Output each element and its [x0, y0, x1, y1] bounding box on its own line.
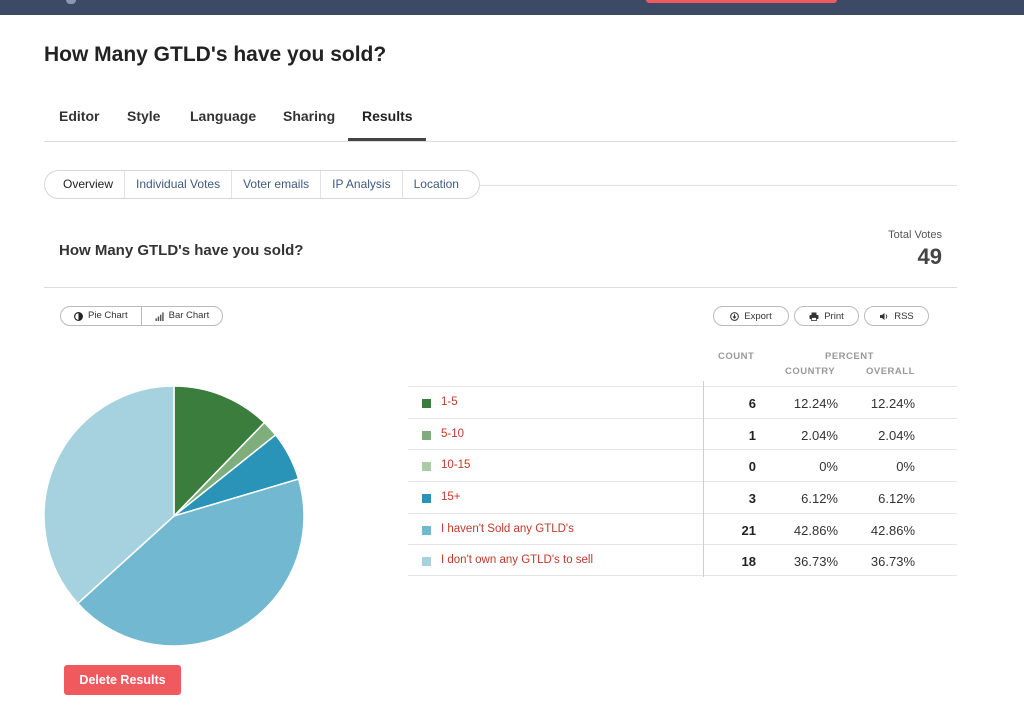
overall-percent: 12.24% [870, 396, 915, 411]
answer-label[interactable]: 1-5 [441, 396, 458, 408]
page-title: How Many GTLD's have you sold? [44, 43, 387, 66]
printer-icon [809, 312, 819, 321]
overall-percent: 0% [896, 459, 915, 475]
table-column-divider [703, 381, 704, 577]
subnav-location[interactable]: Location [413, 177, 459, 191]
pie-chart-svg [43, 385, 305, 647]
delete-results-button[interactable]: Delete Results [64, 665, 181, 695]
subnav-voter-emails[interactable]: Voter emails [232, 171, 322, 198]
legend-swatch [422, 525, 431, 535]
answer-label[interactable]: 5-10 [441, 427, 465, 440]
pie-chart-button[interactable]: Pie Chart [61, 307, 142, 325]
subnav-ip-analysis[interactable]: IP Analysis [321, 171, 403, 198]
pie-chart [43, 385, 305, 647]
answer-label[interactable]: 15+ [441, 491, 461, 504]
total-votes-value: 49 [917, 244, 942, 269]
tab-results[interactable]: Results [362, 108, 413, 124]
chart-type-toggle: Pie Chart Bar Chart [60, 306, 224, 326]
table-row: I haven't Sold any GTLD's 21 42.86% 42.86% [408, 512, 957, 545]
print-button[interactable]: Print [794, 306, 859, 326]
print-label: Print [824, 310, 844, 322]
table-row: 10-15 0 0% 0% [408, 449, 957, 481]
pie-slice-0[interactable] [173, 385, 266, 518]
logo-icon[interactable] [66, 0, 76, 4]
upgrade-button[interactable] [646, 0, 837, 3]
subnav-individual-votes[interactable]: Individual Votes [125, 171, 233, 198]
top-nav-bar [0, 0, 1024, 15]
tab-editor[interactable]: Editor [59, 108, 100, 124]
overall-percent: 6.12% [878, 491, 915, 507]
answer-label[interactable]: I don't own any GTLD's to sell [441, 554, 594, 567]
country-percent: 0% [819, 459, 838, 475]
download-icon [730, 311, 740, 321]
pie-slice-4[interactable] [76, 478, 305, 647]
legend-swatch [422, 462, 431, 472]
rss-button[interactable]: RSS [864, 306, 929, 326]
section-divider [44, 287, 957, 288]
active-tab-indicator [348, 138, 426, 141]
main-tabs: Editor Style Language Sharing Results [44, 96, 957, 142]
table-row: I don't own any GTLD's to sell 18 36.73% 36… [408, 544, 957, 577]
percent-header: PERCENT [825, 351, 874, 362]
vote-count: 21 [741, 522, 756, 538]
pie-chart-label: Pie Chart [88, 310, 128, 321]
subnav-divider [472, 185, 957, 186]
bar-chart-label: Bar Chart [168, 310, 210, 321]
table-row: 1-5 6 12.24% 12.24% [408, 386, 957, 418]
total-votes-label: Total Votes [888, 229, 942, 241]
overall-percent: 36.73% [870, 554, 915, 570]
country-percent: 12.24% [793, 396, 838, 411]
vote-count: 0 [748, 459, 756, 475]
overall-header: OVERALL [866, 366, 915, 377]
results-table: 1-5 6 12.24% 12.24% 5-10 1 2.04% 2.04% 10-15 0 0% 0… [408, 386, 957, 577]
legend-swatch [422, 399, 431, 408]
answer-label[interactable]: 10-15 [441, 459, 471, 472]
results-title: How Many GTLD's have you sold? [59, 242, 304, 259]
bar-chart-button[interactable]: Bar Chart [142, 307, 223, 325]
count-header: COUNT [718, 351, 755, 362]
vote-count: 6 [748, 396, 756, 411]
vote-count: 1 [748, 427, 756, 443]
broadcast-icon [880, 312, 888, 320]
rss-label: RSS [894, 310, 914, 322]
results-subnav: Overview Individual Votes Voter emails I… [44, 170, 480, 199]
pie-chart-icon [74, 311, 83, 321]
overall-percent: 42.86% [870, 522, 915, 538]
country-header: COUNTRY [785, 366, 836, 377]
table-row: 15+ 3 6.12% 6.12% [408, 481, 957, 513]
country-percent: 2.04% [801, 427, 838, 443]
tab-language[interactable]: Language [190, 108, 257, 124]
country-percent: 42.86% [793, 522, 838, 538]
country-percent: 6.12% [801, 491, 838, 507]
country-percent: 36.73% [793, 554, 838, 570]
pie-slice-5[interactable] [43, 385, 175, 605]
tab-sharing[interactable]: Sharing [283, 108, 336, 124]
vote-count: 18 [741, 554, 756, 570]
export-button[interactable]: Export [713, 306, 789, 326]
legend-swatch [422, 494, 431, 504]
table-row: 5-10 1 2.04% 2.04% [408, 417, 957, 450]
vote-count: 3 [748, 491, 756, 507]
legend-swatch [422, 430, 431, 440]
overall-percent: 2.04% [878, 427, 915, 443]
subnav-overview[interactable]: Overview [45, 171, 126, 198]
export-label: Export [744, 310, 772, 322]
answer-label[interactable]: I haven't Sold any GTLD's [441, 522, 574, 535]
tab-style[interactable]: Style [127, 108, 161, 124]
legend-swatch [422, 557, 431, 567]
bar-chart-icon [155, 311, 164, 321]
